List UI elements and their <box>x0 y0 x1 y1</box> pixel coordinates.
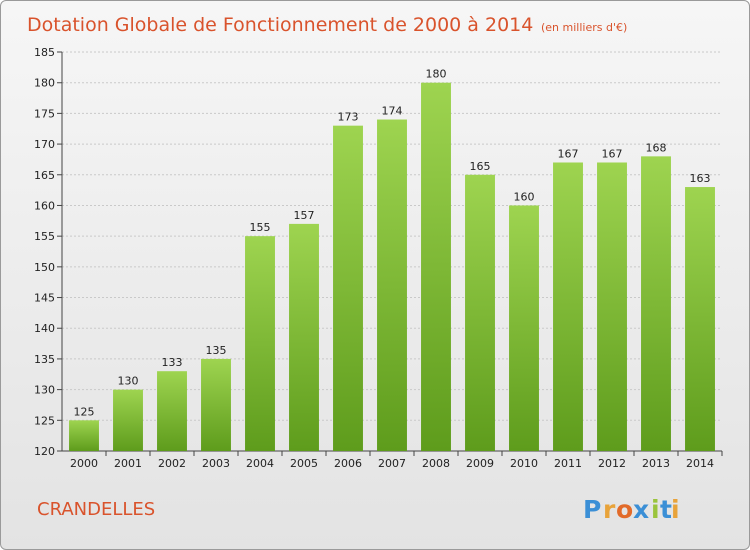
logo-letter: i <box>651 495 660 524</box>
bar <box>333 125 363 452</box>
y-tick-label: 165 <box>34 169 55 182</box>
bar <box>377 119 407 452</box>
data-label: 125 <box>74 405 95 418</box>
logo-letter: o <box>616 495 633 524</box>
data-label: 167 <box>602 147 623 160</box>
logo-letter: i <box>671 495 680 524</box>
data-labels: 125 130 133 135 155 157 173 174 180 165 160 167 167 1… <box>74 68 711 419</box>
x-tick-label: 2006 <box>334 457 362 470</box>
x-tick-label: 2001 <box>114 457 142 470</box>
chart-title: Dotation Globale de Fonctionnement de 20… <box>27 14 533 36</box>
data-label: 180 <box>426 68 447 81</box>
data-label: 167 <box>558 147 579 160</box>
bar <box>289 223 319 451</box>
y-tick-label: 180 <box>34 77 55 90</box>
data-label: 163 <box>690 172 711 185</box>
x-tick-label: 2004 <box>246 457 274 470</box>
bar <box>509 205 539 451</box>
x-tick-label: 2003 <box>202 457 230 470</box>
data-label: 165 <box>470 160 491 173</box>
logo-letter: t <box>660 495 672 524</box>
bar <box>641 156 671 451</box>
y-tick-label: 120 <box>34 445 55 458</box>
data-label: 168 <box>646 141 667 154</box>
data-label: 157 <box>294 209 315 222</box>
y-tick-label: 185 <box>34 46 55 59</box>
data-label: 174 <box>382 105 403 118</box>
y-tick-label: 160 <box>34 199 55 212</box>
logo-letter: P <box>583 495 601 524</box>
logo-letter: x <box>633 495 649 524</box>
data-label: 133 <box>162 356 183 369</box>
commune-name: CRANDELLES <box>37 499 155 520</box>
x-tick-label: 2000 <box>70 457 98 470</box>
y-tick-label: 125 <box>34 414 55 427</box>
bar <box>553 162 583 451</box>
x-tick-label: 2010 <box>510 457 538 470</box>
x-tick-label: 2008 <box>422 457 450 470</box>
y-tick-labels: 120 125 130 135 140 145 150 155 160 165 170 175 180 1… <box>34 46 55 458</box>
bar <box>157 371 187 451</box>
y-tick-label: 175 <box>34 107 55 120</box>
bar <box>685 187 715 452</box>
y-tick-label: 130 <box>34 384 55 397</box>
x-tick-label: 2002 <box>158 457 186 470</box>
bar <box>465 174 495 451</box>
bar <box>421 82 451 451</box>
data-label: 135 <box>206 344 227 357</box>
y-tick-label: 135 <box>34 353 55 366</box>
data-label: 160 <box>514 190 535 203</box>
x-tick-label: 2009 <box>466 457 494 470</box>
x-tick-label: 2012 <box>598 457 626 470</box>
bar <box>69 420 99 451</box>
x-tick-label: 2005 <box>290 457 318 470</box>
y-tick-label: 170 <box>34 138 55 151</box>
data-label: 130 <box>118 375 139 388</box>
bar <box>245 236 275 451</box>
y-tick-label: 145 <box>34 292 55 305</box>
x-tick-labels: 2000 2001 2002 2003 2004 2005 2006 2007 2008 2009… <box>70 457 714 470</box>
bars <box>69 82 715 452</box>
data-label: 173 <box>338 111 359 124</box>
chart-subtitle: (en milliers d'€) <box>541 21 627 34</box>
y-tick-label: 140 <box>34 322 55 335</box>
x-tick-label: 2013 <box>642 457 670 470</box>
logo-letter: r <box>603 495 616 524</box>
bar <box>113 389 143 451</box>
x-tick-label: 2011 <box>554 457 582 470</box>
y-tick-label: 155 <box>34 230 55 243</box>
bar <box>201 358 231 451</box>
bar <box>597 162 627 451</box>
x-tick-label: 2007 <box>378 457 406 470</box>
x-tick-label: 2014 <box>686 457 714 470</box>
data-label: 155 <box>250 221 271 234</box>
y-tick-label: 150 <box>34 261 55 274</box>
